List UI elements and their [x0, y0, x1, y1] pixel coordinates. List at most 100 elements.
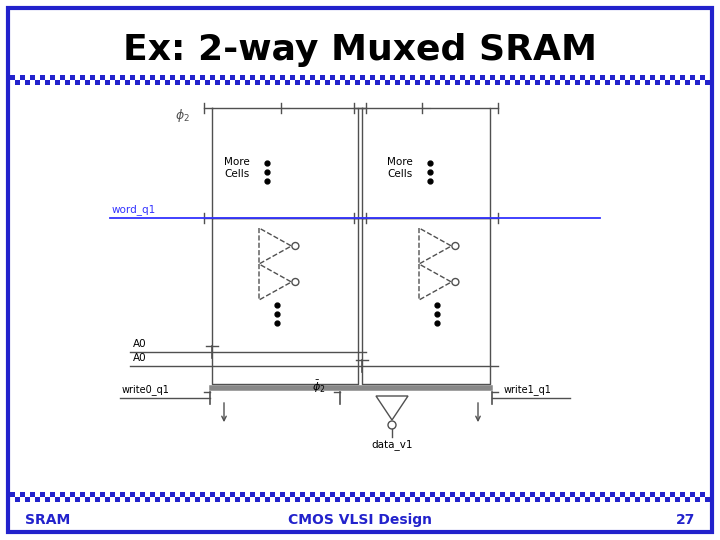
Bar [30, 492, 35, 497]
Text: write1_q1: write1_q1 [504, 384, 552, 395]
Bar [170, 492, 175, 497]
Bar [15, 80, 20, 85]
Bar [375, 497, 380, 502]
Bar [220, 75, 225, 80]
Bar [110, 75, 115, 80]
Bar [265, 497, 270, 502]
Text: word_q1: word_q1 [112, 204, 156, 215]
Bar [355, 80, 360, 85]
FancyBboxPatch shape [8, 8, 712, 532]
Bar [410, 492, 415, 497]
Bar [425, 80, 430, 85]
Bar [480, 75, 485, 80]
Bar [495, 497, 500, 502]
Text: Ex: 2-way Muxed SRAM: Ex: 2-way Muxed SRAM [123, 33, 597, 67]
Bar [500, 492, 505, 497]
Bar [685, 80, 690, 85]
Bar [485, 80, 490, 85]
Bar [305, 80, 310, 85]
Bar [470, 75, 475, 80]
Bar [600, 75, 605, 80]
Bar [690, 492, 695, 497]
Bar [585, 80, 590, 85]
Bar [45, 80, 50, 85]
Bar [665, 497, 670, 502]
Bar [680, 75, 685, 80]
Bar [260, 492, 265, 497]
Bar [215, 497, 220, 502]
Bar [90, 492, 95, 497]
Bar [515, 80, 520, 85]
Bar [170, 75, 175, 80]
Bar [300, 492, 305, 497]
Bar [530, 492, 535, 497]
Bar [230, 75, 235, 80]
Bar [455, 80, 460, 85]
Bar [490, 75, 495, 80]
Bar [345, 497, 350, 502]
Bar [140, 75, 145, 80]
Text: data_v1: data_v1 [372, 439, 413, 450]
Bar [695, 80, 700, 85]
Bar [310, 75, 315, 80]
Bar [610, 492, 615, 497]
Bar [405, 497, 410, 502]
Bar [100, 75, 105, 80]
Bar [330, 75, 335, 80]
Bar [145, 497, 150, 502]
Bar [115, 497, 120, 502]
Bar [645, 497, 650, 502]
Bar [580, 492, 585, 497]
Bar [230, 492, 235, 497]
Text: More
Cells: More Cells [387, 157, 413, 179]
Bar [245, 497, 250, 502]
Bar [30, 75, 35, 80]
Bar [65, 80, 70, 85]
Bar [410, 75, 415, 80]
Bar [335, 497, 340, 502]
Bar [490, 492, 495, 497]
Bar [445, 497, 450, 502]
Bar [385, 80, 390, 85]
Bar [185, 80, 190, 85]
Bar [60, 492, 65, 497]
Bar [320, 492, 325, 497]
Bar [695, 497, 700, 502]
Bar [650, 492, 655, 497]
Bar [540, 492, 545, 497]
Bar [350, 492, 355, 497]
Bar [190, 75, 195, 80]
Bar [505, 497, 510, 502]
Bar [180, 492, 185, 497]
Bar [165, 497, 170, 502]
Bar [450, 492, 455, 497]
Bar [50, 492, 55, 497]
Bar [10, 75, 15, 80]
Bar [565, 80, 570, 85]
Bar [415, 497, 420, 502]
Bar [150, 492, 155, 497]
Bar [420, 492, 425, 497]
Bar [525, 80, 530, 85]
Bar [515, 497, 520, 502]
Bar [115, 80, 120, 85]
Bar [45, 497, 50, 502]
Bar [250, 75, 255, 80]
Bar [345, 80, 350, 85]
Bar [680, 492, 685, 497]
Bar [395, 497, 400, 502]
Bar [535, 80, 540, 85]
Bar [40, 492, 45, 497]
Text: A0: A0 [133, 339, 147, 349]
Bar [130, 75, 135, 80]
Bar [160, 492, 165, 497]
Bar [340, 492, 345, 497]
Bar [465, 497, 470, 502]
Bar [535, 497, 540, 502]
Bar [555, 80, 560, 85]
Bar [705, 497, 710, 502]
Bar [235, 80, 240, 85]
Bar [365, 497, 370, 502]
Bar [60, 75, 65, 80]
Bar [240, 75, 245, 80]
